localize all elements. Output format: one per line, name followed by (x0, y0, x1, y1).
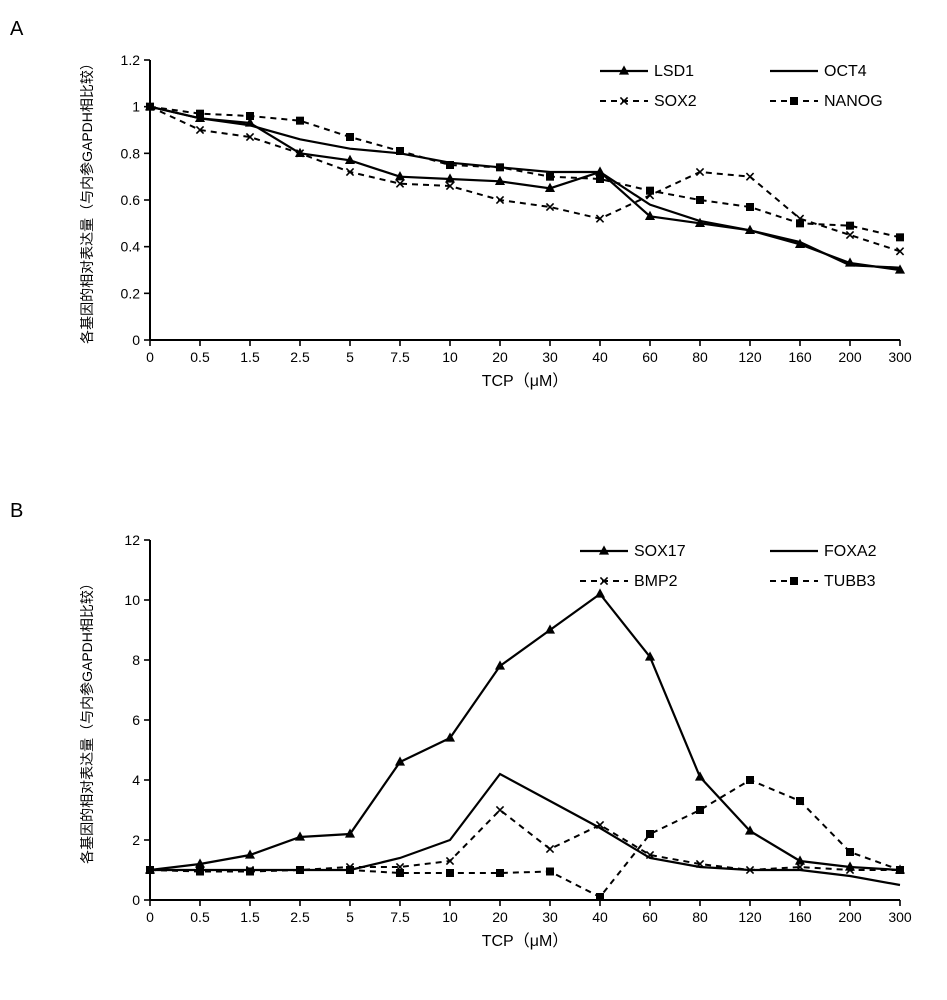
x-tick-label: 60 (642, 909, 658, 925)
x-tick-label: 80 (692, 349, 708, 365)
x-tick-label: 0 (146, 349, 154, 365)
y-tick-label: 4 (132, 772, 140, 788)
x-tick-label: 7.5 (390, 909, 410, 925)
series-line (150, 780, 900, 897)
x-tick-label: 80 (692, 909, 708, 925)
legend-label: SOX17 (634, 543, 686, 560)
y-tick-label: 8 (132, 652, 140, 668)
legend-label: LSD1 (654, 63, 694, 80)
y-tick-label: 0 (132, 332, 140, 348)
y-tick-label: 2 (132, 832, 140, 848)
x-tick-label: 30 (542, 909, 558, 925)
x-tick-label: 40 (592, 909, 608, 925)
x-tick-label: 60 (642, 349, 658, 365)
chart-a: 0 0.2 0.4 0.6 0.8 1 1.2 0 0.5 1.5 2.5 5 7.5 10 20 30 40 6… (80, 40, 920, 410)
legend-label: TUBB3 (824, 573, 876, 590)
figure-page: { "figure": { "width": 947, "height": 10… (0, 0, 947, 1000)
y-tick-label: 10 (124, 592, 140, 608)
x-axis-label: TCP（μM） (482, 372, 569, 390)
x-tick-label: 200 (838, 349, 862, 365)
y-tick-label: 12 (124, 532, 140, 548)
x-tick-label: 5 (346, 349, 354, 365)
x-tick-label: 1.5 (240, 349, 260, 365)
x-tick-label: 10 (442, 349, 458, 365)
x-tick-label: 120 (738, 909, 762, 925)
x-tick-label: 200 (838, 909, 862, 925)
x-tick-label: 20 (492, 909, 508, 925)
x-tick-label: 160 (788, 349, 812, 365)
x-tick-label: 2.5 (290, 349, 310, 365)
y-tick-label: 0 (132, 892, 140, 908)
y-tick-label: 1.2 (121, 52, 141, 68)
x-tick-label: 160 (788, 909, 812, 925)
y-axis-label: 各基因的相对表达量（与内参GAPDH相比较） (80, 576, 95, 864)
x-axis-label: TCP（μM） (482, 932, 569, 950)
y-tick-label: 6 (132, 712, 140, 728)
panel-label-b: B (10, 500, 23, 523)
y-axis-label: 各基因的相对表达量（与内参GAPDH相比较） (80, 56, 95, 344)
x-tick-label: 2.5 (290, 909, 310, 925)
y-tick-label: 1 (132, 99, 140, 115)
series-line (150, 594, 900, 870)
y-tick-label: 0.6 (121, 192, 141, 208)
series-line (150, 107, 900, 270)
x-tick-label: 300 (888, 909, 912, 925)
panel-label-a: A (10, 18, 23, 41)
x-tick-label: 0.5 (190, 349, 210, 365)
y-tick-label: 0.4 (121, 239, 141, 255)
legend-label: SOX2 (654, 93, 697, 110)
x-tick-label: 1.5 (240, 909, 260, 925)
x-tick-label: 10 (442, 909, 458, 925)
x-tick-label: 30 (542, 349, 558, 365)
x-tick-label: 0.5 (190, 909, 210, 925)
x-tick-label: 40 (592, 349, 608, 365)
legend-label: NANOG (824, 93, 883, 110)
y-tick-label: 0.8 (121, 145, 141, 161)
legend-label: BMP2 (634, 573, 678, 590)
x-tick-label: 300 (888, 349, 912, 365)
series-line (150, 107, 900, 238)
chart-b: 02468101200.51.52.557.510203040608012016… (80, 520, 920, 970)
y-tick-label: 0.2 (121, 285, 141, 301)
series-line (150, 810, 900, 870)
legend-label: OCT4 (824, 63, 867, 80)
x-tick-label: 5 (346, 909, 354, 925)
x-tick-label: 20 (492, 349, 508, 365)
legend-label: FOXA2 (824, 543, 877, 560)
x-tick-label: 0 (146, 909, 154, 925)
x-tick-label: 120 (738, 349, 762, 365)
x-tick-label: 7.5 (390, 349, 410, 365)
